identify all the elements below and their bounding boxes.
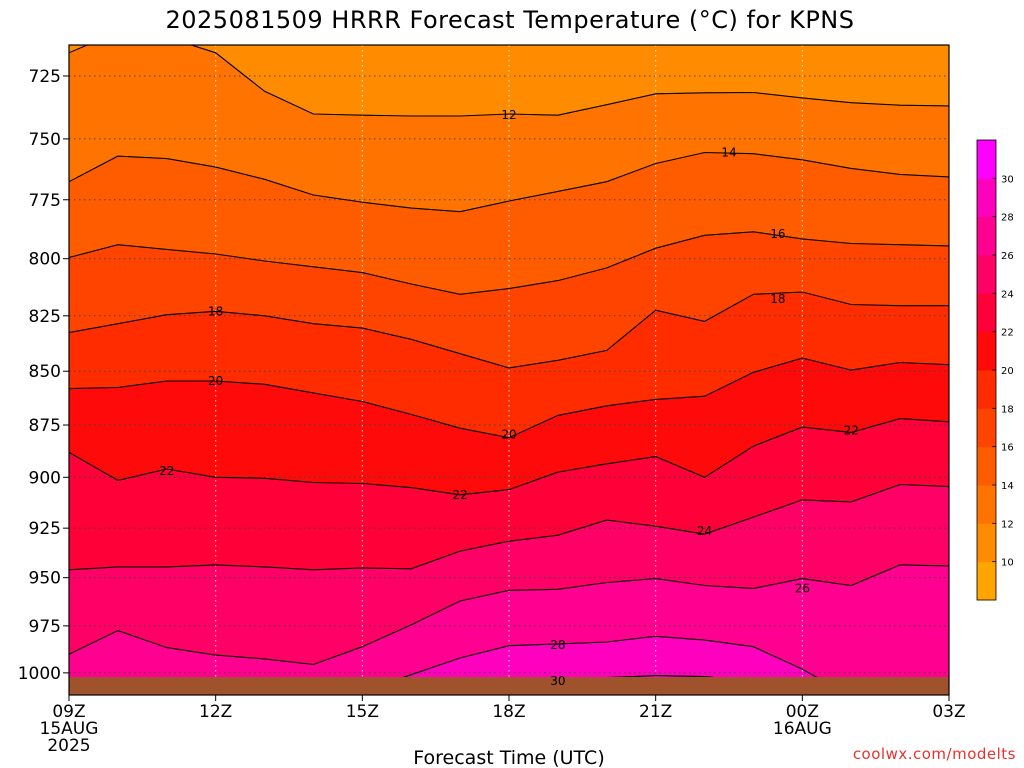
colorbar-segment	[977, 485, 996, 524]
colorbar-segment	[977, 446, 996, 486]
x-tick-label: 00Z	[786, 702, 819, 722]
y-tick-label: 800	[29, 250, 61, 270]
y-tick-label: 725	[29, 67, 61, 87]
colorbar-segment	[977, 523, 996, 563]
x-tick-label: 12Z	[199, 702, 232, 722]
colorbar-tick-label: 18	[1001, 404, 1014, 415]
contour-label-16: 16	[770, 227, 785, 241]
colorbar-segment	[977, 293, 996, 333]
contour-line-20	[69, 357, 949, 439]
contour-label-18: 18	[208, 304, 223, 318]
contour-label-text: 20	[501, 428, 516, 442]
contour-label-12: 12	[501, 108, 516, 122]
contour-label-18: 18	[770, 292, 785, 306]
contour-label-text: 22	[159, 464, 174, 478]
contour-label-text: 26	[795, 581, 810, 595]
colorbar-tick-label: 24	[1001, 289, 1014, 300]
x-tick-label: 18Z	[492, 702, 525, 722]
colorbar-tick-label: 14	[1001, 481, 1014, 492]
contour-label-text: 18	[208, 304, 223, 318]
contour-label-22: 22	[159, 464, 174, 478]
y-tick-label: 1000	[18, 664, 61, 684]
colorbar-segment	[977, 178, 996, 218]
colorbar-segment	[977, 331, 996, 371]
contour-label-22: 22	[844, 423, 859, 437]
contour-label-28: 28	[550, 638, 565, 652]
contour-line-14	[69, 151, 949, 213]
contour-label-20: 20	[501, 428, 516, 442]
x-axis-title: Forecast Time (UTC)	[413, 747, 604, 768]
x-tick-label: 2025	[47, 736, 90, 756]
contour-line-16	[69, 231, 949, 295]
colorbar-tick-label: 12	[1001, 519, 1014, 530]
contour-line-12	[69, 45, 949, 117]
y-tick-label: 975	[29, 617, 61, 637]
credit-text: coolwx.com/modelts	[853, 745, 1016, 763]
colorbar-tick-label: 26	[1001, 251, 1014, 262]
contour-label-text: 30	[550, 674, 565, 688]
y-tick-label: 875	[29, 416, 61, 436]
y-tick-label: 900	[29, 468, 61, 488]
contour-line-22	[69, 418, 949, 496]
x-tick-label: 15Z	[346, 702, 379, 722]
colorbar-segment	[977, 408, 996, 448]
contour-label-text: 16	[770, 227, 785, 241]
colorbar-tick-label: 30	[1001, 174, 1014, 185]
contour-label-22: 22	[452, 488, 467, 502]
contour-label-text: 24	[697, 524, 712, 538]
contour-label-text: 28	[550, 638, 565, 652]
x-tick-label: 03Z	[932, 702, 965, 722]
contour-label-text: 20	[208, 374, 223, 388]
contour-label-text: 12	[501, 108, 516, 122]
y-tick-label: 950	[29, 569, 61, 589]
colorbar-segment	[977, 255, 996, 294]
x-tick-label: 16AUG	[773, 719, 832, 739]
contour-line-24	[69, 483, 949, 571]
colorbar-tick-label: 16	[1001, 443, 1014, 454]
x-tick-label: 21Z	[639, 702, 672, 722]
contour-label-14: 14	[721, 145, 736, 159]
colorbar-tick-label: 22	[1001, 328, 1014, 339]
colorbar: 10 12 14 16 18 20 22 24 26 28 30	[976, 139, 1014, 601]
contour-label-text: 22	[452, 488, 467, 502]
colorbar-tick-label: 10	[1001, 558, 1014, 569]
colorbar-segment	[977, 216, 996, 256]
colorbar-segment	[977, 140, 996, 179]
contour-line-26	[69, 564, 949, 666]
contour-label-text: 14	[721, 145, 736, 159]
y-tick-label: 825	[29, 307, 61, 327]
colorbar-tick-label: 20	[1001, 366, 1014, 377]
contour-label-30: 30	[550, 674, 565, 688]
contour-label-layer: 12 14 16 18 18 20 20 22 22 22 24 26 28 30	[159, 108, 859, 688]
contour-line-layer	[69, 45, 949, 695]
contour-label-24: 24	[697, 524, 712, 538]
contour-line-18	[69, 291, 949, 369]
colorbar-segment	[977, 561, 996, 601]
contour-label-text: 18	[770, 292, 785, 306]
surface-layer	[69, 677, 949, 695]
colorbar-tick-label: 28	[1001, 213, 1014, 224]
y-tick-label: 850	[29, 362, 61, 382]
chart-title: 2025081509 HRRR Forecast Temperature (°C…	[165, 6, 854, 34]
y-tick-label: 775	[29, 191, 61, 211]
contour-label-26: 26	[795, 581, 810, 595]
contour-label-text: 22	[844, 423, 859, 437]
y-tick-label: 750	[29, 130, 61, 150]
ground-surface	[69, 677, 949, 695]
contour-label-20: 20	[208, 374, 223, 388]
grid-lines	[69, 45, 949, 695]
x-tick-label: 09Z	[52, 702, 85, 722]
x-tick-label: 15AUG	[40, 719, 99, 739]
y-tick-label: 925	[29, 519, 61, 539]
colorbar-segment	[977, 370, 996, 409]
contour-line-28	[85, 635, 850, 695]
y-axis: 725 750 775 800 825 850 875 900 925 950 975 1000	[18, 67, 69, 684]
